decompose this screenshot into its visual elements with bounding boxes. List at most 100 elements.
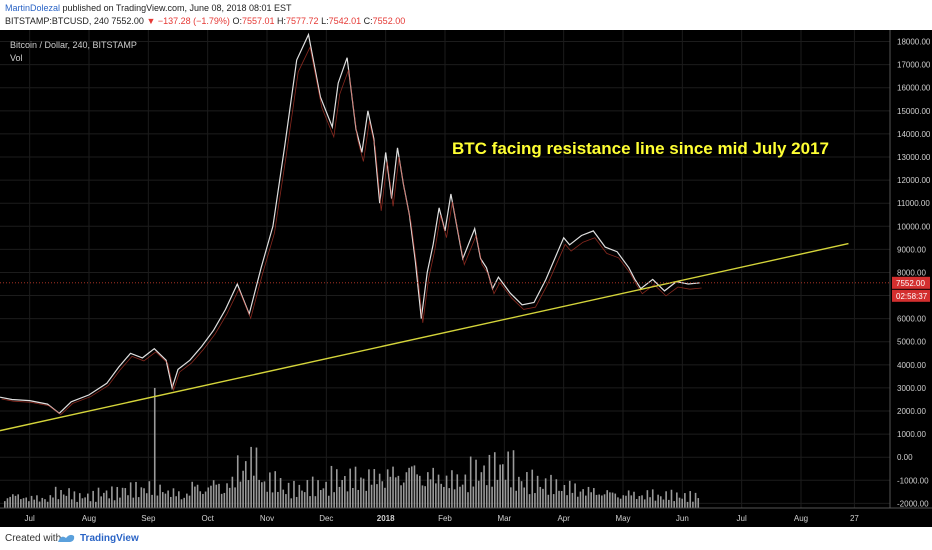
volume-bar (186, 493, 188, 508)
volume-bar (84, 497, 86, 508)
volume-bar (322, 488, 325, 508)
volume-bar (314, 496, 317, 508)
volume-bar (57, 499, 60, 508)
y-tick-label: 6000.00 (897, 315, 926, 324)
x-tick-label: Jul (737, 514, 747, 523)
volume-bar (33, 499, 36, 508)
volume-bar (301, 490, 303, 508)
volume-bar (306, 480, 309, 508)
y-tick-label: -2000.00 (897, 499, 929, 508)
volume-bar (496, 479, 499, 508)
y-tick-label: 11000.00 (897, 199, 930, 208)
volume-bar (619, 498, 622, 508)
volume-bar (609, 492, 611, 508)
volume-bar (282, 489, 285, 508)
volume-bar (20, 499, 22, 508)
volume-bar (215, 484, 218, 508)
volume-bar (62, 494, 65, 508)
volume-bar (295, 496, 298, 508)
symbol-label: BITSTAMP:BTCUSD, 240 (5, 16, 109, 26)
volume-bar (684, 493, 686, 508)
volume-bar (95, 501, 97, 508)
volume-bar (603, 494, 606, 508)
author-link[interactable]: MartinDolezal (5, 3, 61, 13)
volume-bar (614, 493, 617, 508)
volume-bar (65, 495, 68, 508)
volume-bar (692, 501, 694, 508)
volume-bar (9, 496, 11, 508)
volume-bar (459, 486, 461, 508)
volume-bar (183, 497, 185, 508)
volume-bar (97, 487, 100, 508)
volume-bar (389, 476, 392, 508)
x-tick-label: 2018 (377, 514, 395, 523)
chart-header: MartinDolezal published on TradingView.c… (0, 0, 932, 30)
low-value: 7542.01 (328, 16, 362, 26)
volume-bar (552, 494, 555, 508)
volume-bar (630, 495, 633, 508)
volume-bar (413, 465, 416, 508)
volume-bar (207, 487, 210, 508)
y-tick-label: 5000.00 (897, 338, 926, 347)
volume-bar (108, 498, 111, 508)
volume-bar (550, 474, 552, 508)
volume-bar (218, 483, 220, 508)
volume-bar (156, 495, 159, 508)
volume-bar (461, 484, 464, 508)
volume-bar (140, 487, 143, 508)
volume-bar (178, 491, 180, 508)
volume-bar (611, 492, 614, 508)
volume-bar (526, 472, 528, 508)
volume-bar (662, 499, 665, 508)
volume-bar (560, 490, 563, 508)
volume-bar (464, 474, 467, 508)
volume-bar (488, 454, 491, 508)
chart-area[interactable]: 18000.00 17000.00 16000.00 15000.00 14000.00… (0, 30, 932, 527)
volume-bar (135, 481, 137, 508)
volume-bar (333, 492, 335, 508)
volume-bar (370, 484, 373, 508)
volume-bar (659, 496, 662, 508)
last-price: 7552.00 (111, 16, 144, 26)
y-tick-label: 17000.00 (897, 61, 931, 70)
created-with-text: Created with (5, 533, 62, 544)
tradingview-brand[interactable]: TradingView (80, 533, 139, 544)
volume-bar (633, 491, 635, 508)
open-value: 7557.01 (241, 16, 275, 26)
y-tick-label: 13000.00 (897, 153, 931, 162)
volume-bar (416, 474, 418, 508)
volume-bar (563, 485, 566, 508)
volume-bar (175, 496, 177, 508)
y-tick-label: 9000.00 (897, 245, 926, 254)
y-tick-label: 0.00 (897, 453, 913, 462)
volume-bar (188, 495, 191, 508)
volume-bar (451, 470, 453, 508)
volume-bar (697, 498, 700, 508)
y-tick-label: 2000.00 (897, 407, 926, 416)
price-series-shadow (1, 46, 702, 416)
close-label: C: (363, 16, 373, 26)
volume-bar (515, 490, 517, 508)
volume-bar (665, 491, 667, 508)
volume-bar (341, 479, 343, 508)
volume-bar (236, 455, 239, 508)
volume-bar (576, 496, 579, 508)
volume-bar (539, 486, 542, 508)
price-tag-bg (892, 276, 930, 289)
volume-bar (649, 497, 651, 508)
volume-bar (445, 475, 448, 508)
volume-bar (528, 494, 531, 508)
volume-bar (480, 472, 483, 508)
x-tick-label: May (615, 514, 630, 523)
x-tick-label: Feb (438, 514, 452, 523)
price-chart[interactable]: 18000.00 17000.00 16000.00 15000.00 14000.00… (0, 30, 932, 527)
volume-bar (595, 494, 598, 508)
price-tag: 7552.00 (896, 279, 925, 288)
volume-bar (231, 476, 234, 508)
volume-bar (247, 480, 250, 508)
volume-bar (531, 469, 534, 508)
volume-bar (381, 481, 384, 508)
volume-bar (402, 482, 405, 508)
volume-bar (469, 456, 472, 508)
volume-bar (22, 498, 25, 508)
